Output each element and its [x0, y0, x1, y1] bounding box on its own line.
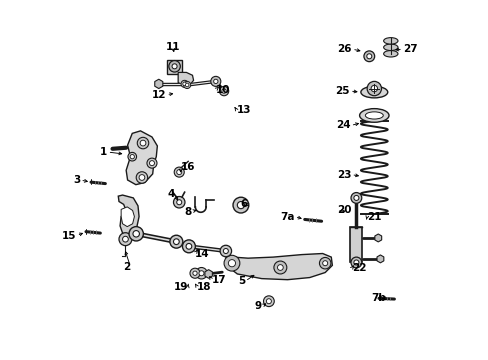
Circle shape	[185, 83, 188, 87]
Text: 1: 1	[100, 147, 107, 157]
Circle shape	[224, 255, 239, 271]
Text: 9: 9	[254, 301, 261, 311]
Circle shape	[181, 80, 188, 87]
Circle shape	[366, 54, 371, 59]
Circle shape	[183, 82, 186, 86]
Circle shape	[222, 89, 226, 93]
Polygon shape	[374, 234, 381, 242]
Polygon shape	[204, 270, 212, 278]
Circle shape	[176, 200, 182, 205]
Circle shape	[137, 137, 148, 149]
Text: 14: 14	[195, 248, 209, 258]
Ellipse shape	[383, 38, 397, 44]
Circle shape	[190, 268, 200, 278]
Circle shape	[182, 240, 195, 253]
Text: 5: 5	[238, 276, 244, 286]
Text: 26: 26	[337, 44, 351, 54]
Circle shape	[219, 86, 228, 96]
Polygon shape	[225, 253, 332, 280]
Circle shape	[128, 152, 136, 161]
Text: 19: 19	[173, 282, 187, 292]
Circle shape	[174, 167, 184, 177]
Polygon shape	[154, 79, 163, 89]
Circle shape	[185, 243, 191, 249]
Circle shape	[172, 64, 177, 69]
Text: 3: 3	[73, 175, 80, 185]
Circle shape	[353, 195, 358, 201]
Text: 22: 22	[351, 263, 366, 273]
Circle shape	[192, 271, 197, 275]
Text: 24: 24	[335, 121, 350, 130]
Bar	[167, 60, 182, 74]
Circle shape	[140, 140, 145, 146]
Circle shape	[350, 193, 361, 203]
Circle shape	[133, 230, 139, 237]
Text: 7b: 7b	[371, 293, 386, 303]
Text: 25: 25	[335, 86, 349, 96]
Text: 20: 20	[336, 206, 351, 216]
Ellipse shape	[383, 50, 397, 57]
Circle shape	[273, 261, 286, 274]
Circle shape	[168, 60, 180, 72]
Circle shape	[228, 260, 235, 267]
Circle shape	[173, 197, 184, 208]
Polygon shape	[376, 255, 383, 263]
Text: 10: 10	[215, 85, 230, 95]
Text: 8: 8	[184, 207, 191, 217]
Text: 13: 13	[236, 105, 251, 115]
Circle shape	[122, 236, 128, 242]
Circle shape	[277, 265, 283, 270]
Circle shape	[130, 154, 134, 159]
Circle shape	[363, 51, 374, 62]
Bar	[349, 227, 362, 262]
Circle shape	[183, 81, 190, 89]
Circle shape	[147, 158, 157, 168]
Text: 27: 27	[402, 44, 417, 54]
Text: 6: 6	[241, 199, 247, 210]
Polygon shape	[178, 72, 193, 85]
Circle shape	[139, 175, 144, 180]
Ellipse shape	[383, 44, 397, 50]
Ellipse shape	[360, 86, 387, 98]
Polygon shape	[126, 131, 157, 185]
Circle shape	[370, 85, 377, 92]
Circle shape	[263, 296, 274, 307]
Polygon shape	[121, 207, 134, 226]
Circle shape	[353, 260, 358, 265]
Circle shape	[173, 239, 179, 244]
Circle shape	[149, 161, 154, 166]
Text: 7a: 7a	[280, 212, 294, 221]
Text: 15: 15	[62, 231, 77, 240]
Text: 2: 2	[123, 262, 130, 272]
Ellipse shape	[365, 112, 383, 119]
Circle shape	[129, 226, 143, 241]
Circle shape	[237, 202, 244, 209]
Text: 23: 23	[336, 170, 351, 180]
Text: 18: 18	[197, 282, 211, 292]
Circle shape	[199, 271, 203, 276]
Text: 12: 12	[151, 90, 166, 100]
Circle shape	[195, 267, 207, 279]
Circle shape	[136, 172, 147, 183]
Circle shape	[366, 81, 381, 96]
Text: 16: 16	[180, 162, 195, 172]
Circle shape	[266, 299, 271, 304]
Text: 4: 4	[167, 189, 174, 199]
Text: 21: 21	[366, 212, 381, 221]
Circle shape	[220, 245, 231, 257]
Circle shape	[169, 235, 183, 248]
Circle shape	[210, 76, 221, 86]
Circle shape	[233, 197, 248, 213]
Circle shape	[213, 79, 218, 84]
Polygon shape	[118, 195, 139, 235]
Circle shape	[319, 257, 330, 269]
Text: 11: 11	[165, 42, 180, 51]
Circle shape	[119, 233, 132, 246]
Ellipse shape	[359, 109, 388, 122]
Text: 17: 17	[211, 275, 225, 285]
Circle shape	[176, 170, 182, 175]
Circle shape	[350, 257, 361, 268]
Circle shape	[322, 261, 327, 266]
Circle shape	[223, 248, 228, 253]
